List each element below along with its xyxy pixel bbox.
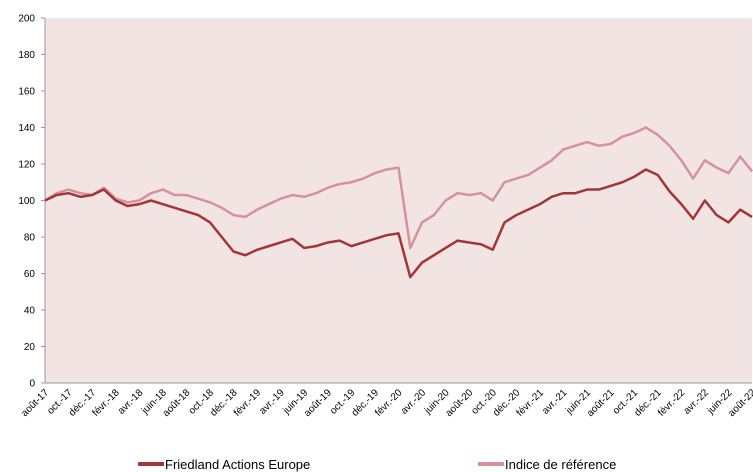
y-tick-label: 180 [18,50,35,61]
y-tick-label: 100 [18,196,35,207]
x-tick-label: avr.-22 [682,387,712,417]
x-tick-label: avr.-20 [399,387,429,417]
series-line [44,168,753,279]
legend-label: Indice de référence [505,457,616,472]
x-tick-label: août-17 [19,387,51,419]
y-tick-label: 120 [18,160,35,171]
y-tick-label: 20 [24,342,36,353]
x-tick-label: avr.-18 [116,387,146,417]
x-tick-label: avr.-21 [540,387,570,417]
plot-area [45,18,752,383]
x-tick-label: févr.-19 [232,387,264,419]
x-tick-label: avr.-19 [257,387,287,417]
x-tick-label: févr.-22 [656,387,688,419]
legend-label: Friedland Actions Europe [165,457,310,472]
x-tick-label: févr.-18 [90,387,122,419]
y-tick-label: 40 [24,306,36,317]
y-tick-label: 80 [24,233,36,244]
y-tick-label: 140 [18,123,35,134]
series-line [44,126,753,250]
x-tick-label: févr.-21 [515,387,547,419]
y-tick-label: 0 [29,379,35,390]
y-tick-label: 200 [18,14,35,25]
y-tick-label: 60 [24,269,36,280]
y-tick-label: 160 [18,87,35,98]
x-tick-label: févr.-20 [373,387,405,419]
